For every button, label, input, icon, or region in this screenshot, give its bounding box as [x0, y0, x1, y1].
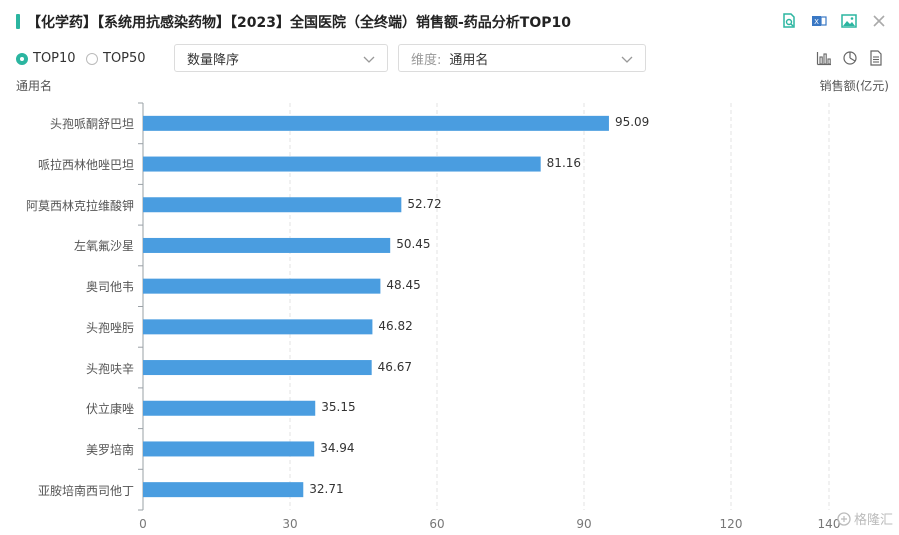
bar-value-label: 46.82: [378, 318, 413, 333]
bar-value-label: 48.45: [386, 278, 421, 293]
radio-top10[interactable]: TOP10: [16, 51, 76, 66]
bar-value-label: 50.45: [396, 237, 431, 252]
watermark: 格隆汇: [837, 509, 893, 528]
title-bar: 【化学药】【系统用抗感染药物】【2023】全国医院（全终端）销售额-药品分析TO…: [0, 0, 899, 42]
x-tick-label: 90: [576, 517, 592, 531]
x-tick-label: 140: [817, 517, 841, 531]
search-doc-icon[interactable]: [779, 11, 799, 31]
bar[interactable]: [143, 237, 391, 253]
chevron-down-icon: [363, 53, 375, 68]
bar-value-label: 81.16: [546, 156, 582, 171]
category-label: 奥司他韦: [85, 280, 134, 295]
toolbar: X: [779, 11, 889, 31]
pie-chart-icon[interactable]: [842, 50, 858, 66]
bar-value-label: 34.94: [320, 440, 355, 455]
radio-top50-label: TOP50: [103, 51, 146, 66]
category-label: 头孢哌酮舒巴坦: [49, 117, 134, 132]
category-label: 左氧氟沙星: [73, 239, 134, 254]
sort-select-value: 数量降序: [187, 52, 240, 68]
category-label: 哌拉西林他唑巴坦: [37, 158, 134, 173]
dimension-select-value: 通用名: [449, 52, 489, 68]
watermark-text: 格隆汇: [853, 513, 893, 528]
x-tick-label: 60: [429, 517, 445, 531]
category-label: 头孢唑肟: [85, 320, 134, 335]
table-doc-icon[interactable]: [868, 50, 884, 66]
category-label: 美罗培南: [85, 442, 134, 457]
sort-select[interactable]: 数量降序: [174, 44, 388, 72]
page-title: 【化学药】【系统用抗感染药物】【2023】全国医院（全终端）销售额-药品分析TO…: [27, 15, 571, 31]
watermark-logo-icon: [837, 511, 851, 526]
bar[interactable]: [143, 278, 381, 294]
dimension-prefix: 维度:: [411, 52, 442, 68]
bar[interactable]: [143, 360, 372, 376]
bar-value-label: 32.71: [309, 481, 344, 496]
bar[interactable]: [143, 115, 609, 131]
title-accent-bar: [16, 14, 20, 29]
bar-value-label: 52.72: [407, 196, 442, 211]
chevron-down-icon: [621, 53, 633, 68]
x-tick-label: 120: [719, 517, 743, 531]
radio-top50[interactable]: TOP50: [86, 51, 146, 66]
bar[interactable]: [143, 441, 315, 457]
excel-icon[interactable]: X: [809, 11, 829, 31]
bar[interactable]: [143, 482, 304, 498]
svg-text:X: X: [814, 18, 819, 26]
category-label: 伏立康唑: [85, 402, 134, 417]
radio-dot-checked-icon: [16, 52, 28, 65]
category-label: 阿莫西林克拉维酸钾: [25, 198, 134, 213]
controls-bar: TOP10 TOP50 数量降序 维度: 通用名: [16, 44, 886, 74]
bar-value-label: 46.67: [377, 359, 413, 374]
bar-value-label: 35.15: [321, 400, 356, 415]
bar[interactable]: [143, 400, 316, 416]
bar[interactable]: [143, 197, 402, 213]
image-icon[interactable]: [839, 11, 859, 31]
bar-value-label: 95.09: [614, 115, 650, 130]
dimension-select[interactable]: 维度: 通用名: [398, 44, 646, 72]
radio-dot-icon: [86, 52, 98, 65]
bar[interactable]: [143, 156, 541, 172]
x-axis-title: 销售额(亿元): [819, 79, 889, 93]
view-switcher: [816, 50, 884, 66]
category-label: 亚胺培南西司他丁: [37, 483, 134, 498]
y-axis-title: 通用名: [16, 79, 53, 93]
x-tick-label: 30: [282, 517, 298, 531]
bar[interactable]: [143, 319, 373, 335]
close-icon[interactable]: [869, 11, 889, 31]
x-tick-label: 0: [139, 517, 147, 531]
bar-chart-icon[interactable]: [816, 50, 832, 66]
category-label: 头孢呋辛: [85, 361, 134, 376]
radio-top10-label: TOP10: [33, 51, 76, 66]
